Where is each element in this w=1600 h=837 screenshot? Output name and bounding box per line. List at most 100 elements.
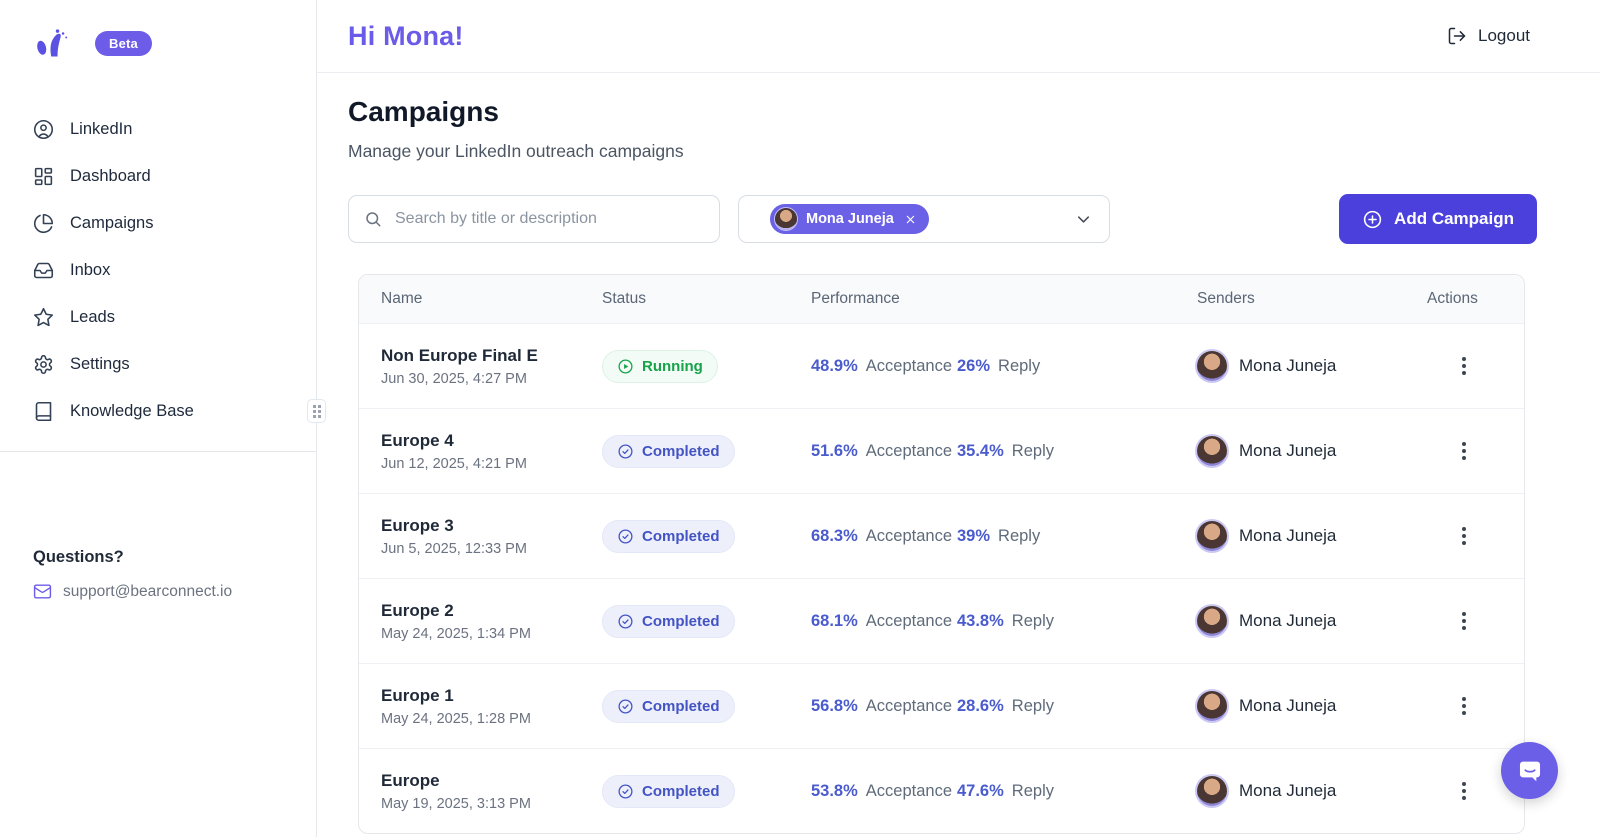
reply-label: Reply [998,526,1041,545]
sender-name: Mona Juneja [1239,781,1337,800]
support-email[interactable]: support@bearconnect.io [63,582,233,600]
sidebar-item-label: Campaigns [70,214,154,232]
sidebar-item-label: Leads [70,308,115,326]
chip-remove-x-icon[interactable] [905,214,916,225]
page-title: Campaigns [348,96,499,127]
status-label: Completed [642,612,720,630]
kebab-menu-icon[interactable] [1454,519,1474,553]
table-row[interactable]: Europe 3 Jun 5, 2025, 12:33 PM Completed… [359,493,1524,578]
column-header-senders: Senders [1197,290,1255,307]
logo-row: Beta [0,0,316,60]
kebab-menu-icon[interactable] [1454,689,1474,723]
status-badge: Completed [602,604,735,638]
topbar: Hi Mona! Logout [317,0,1600,73]
logout-button[interactable]: Logout [1441,25,1536,47]
sender-name: Mona Juneja [1239,526,1337,545]
kebab-menu-icon[interactable] [1454,774,1474,808]
status-badge: Completed [602,434,735,468]
acceptance-label: Acceptance [865,441,953,460]
sidebar-divider [0,451,316,452]
sender-name: Mona Juneja [1239,696,1337,715]
table-row[interactable]: Europe 2 May 24, 2025, 1:34 PM Completed… [359,578,1524,663]
sidebar-item-dashboard[interactable]: Dashboard [0,153,316,200]
chat-bubble-icon [1516,757,1544,785]
sidebar-item-knowledge-base[interactable]: Knowledge Base [0,388,316,435]
gear-icon [33,354,54,375]
sidebar-item-campaigns[interactable]: Campaigns [0,200,316,247]
reply-value: 35.4% [957,441,1004,460]
search-icon [364,210,382,228]
campaign-name: Europe 1 [381,685,454,705]
reply-value: 43.8% [957,611,1004,630]
add-campaign-button[interactable]: Add Campaign [1339,194,1537,244]
status-badge: Running [602,349,718,383]
campaign-name: Europe 4 [381,430,454,450]
sender-avatar [1197,776,1227,806]
dashboard-grid-icon [33,166,54,187]
acceptance-value: 56.8% [811,696,858,715]
column-header-name: Name [381,290,423,307]
star-icon [33,307,54,328]
chevron-down-icon[interactable] [1074,210,1093,229]
reply-label: Reply [1011,696,1054,715]
table-header-row: Name Status Performance Senders Actions [359,275,1524,323]
table-row[interactable]: Europe 4 Jun 12, 2025, 4:21 PM Completed… [359,408,1524,493]
campaign-date: Jun 30, 2025, 4:27 PM [381,370,527,387]
sidebar-resize-handle[interactable] [307,399,326,423]
sender-avatar [1197,436,1227,466]
reply-label: Reply [1011,611,1054,630]
sidebar-item-linkedin[interactable]: LinkedIn [0,106,316,153]
status-label: Completed [642,527,720,545]
sender-filter-chip[interactable]: Mona Juneja [770,204,929,234]
status-label: Completed [642,697,720,715]
inbox-icon [33,260,54,281]
status-label: Running [642,357,703,375]
sender-avatar [1197,521,1227,551]
sidebar-item-settings[interactable]: Settings [0,341,316,388]
content: Campaigns Manage your LinkedIn outreach … [317,73,1600,834]
column-header-performance: Performance [811,290,900,307]
chat-launcher-button[interactable] [1501,742,1558,799]
acceptance-value: 68.3% [811,526,858,545]
campaign-name: Europe 2 [381,600,454,620]
campaign-date: May 24, 2025, 1:28 PM [381,710,531,727]
search-input[interactable] [393,209,704,229]
sender-filter-select[interactable]: Mona Juneja [738,195,1110,243]
kebab-menu-icon[interactable] [1454,604,1474,638]
table-row[interactable]: Europe May 19, 2025, 3:13 PM Completed 5… [359,748,1524,833]
chip-label: Mona Juneja [806,211,894,227]
book-icon [33,401,54,422]
check-circle-icon [617,783,634,800]
reply-label: Reply [998,356,1041,375]
acceptance-label: Acceptance [865,526,953,545]
kebab-menu-icon[interactable] [1454,349,1474,383]
campaign-date: Jun 12, 2025, 4:21 PM [381,455,527,472]
reply-value: 28.6% [957,696,1004,715]
sidebar-footer: Questions? support@bearconnect.io [33,548,232,601]
acceptance-value: 51.6% [811,441,858,460]
user-circle-icon [33,119,54,140]
kebab-menu-icon[interactable] [1454,434,1474,468]
plus-circle-icon [1362,209,1383,230]
status-badge: Completed [602,774,735,808]
sidebar-item-inbox[interactable]: Inbox [0,247,316,294]
campaign-date: May 19, 2025, 3:13 PM [381,795,531,812]
table-row[interactable]: Europe 1 May 24, 2025, 1:28 PM Completed… [359,663,1524,748]
toolbar: Mona Juneja Add Campaign [348,194,1537,244]
reply-label: Reply [1011,441,1054,460]
table-row[interactable]: Non Europe Final E Jun 30, 2025, 4:27 PM… [359,323,1524,408]
status-label: Completed [642,442,720,460]
greeting: Hi Mona! [348,20,464,51]
sidebar-item-label: Knowledge Base [70,402,194,420]
sidebar-item-label: Dashboard [70,167,151,185]
check-circle-icon [617,698,634,715]
acceptance-value: 68.1% [811,611,858,630]
bear-paw-logo-icon [33,26,71,60]
sender-name: Mona Juneja [1239,356,1337,375]
campaign-rows: Non Europe Final E Jun 30, 2025, 4:27 PM… [359,323,1524,833]
logout-label: Logout [1478,26,1530,45]
sidebar-item-leads[interactable]: Leads [0,294,316,341]
main-area: Hi Mona! Logout Campaigns Manage your Li… [317,0,1600,837]
sidebar-item-label: Inbox [70,261,111,279]
acceptance-value: 53.8% [811,781,858,800]
